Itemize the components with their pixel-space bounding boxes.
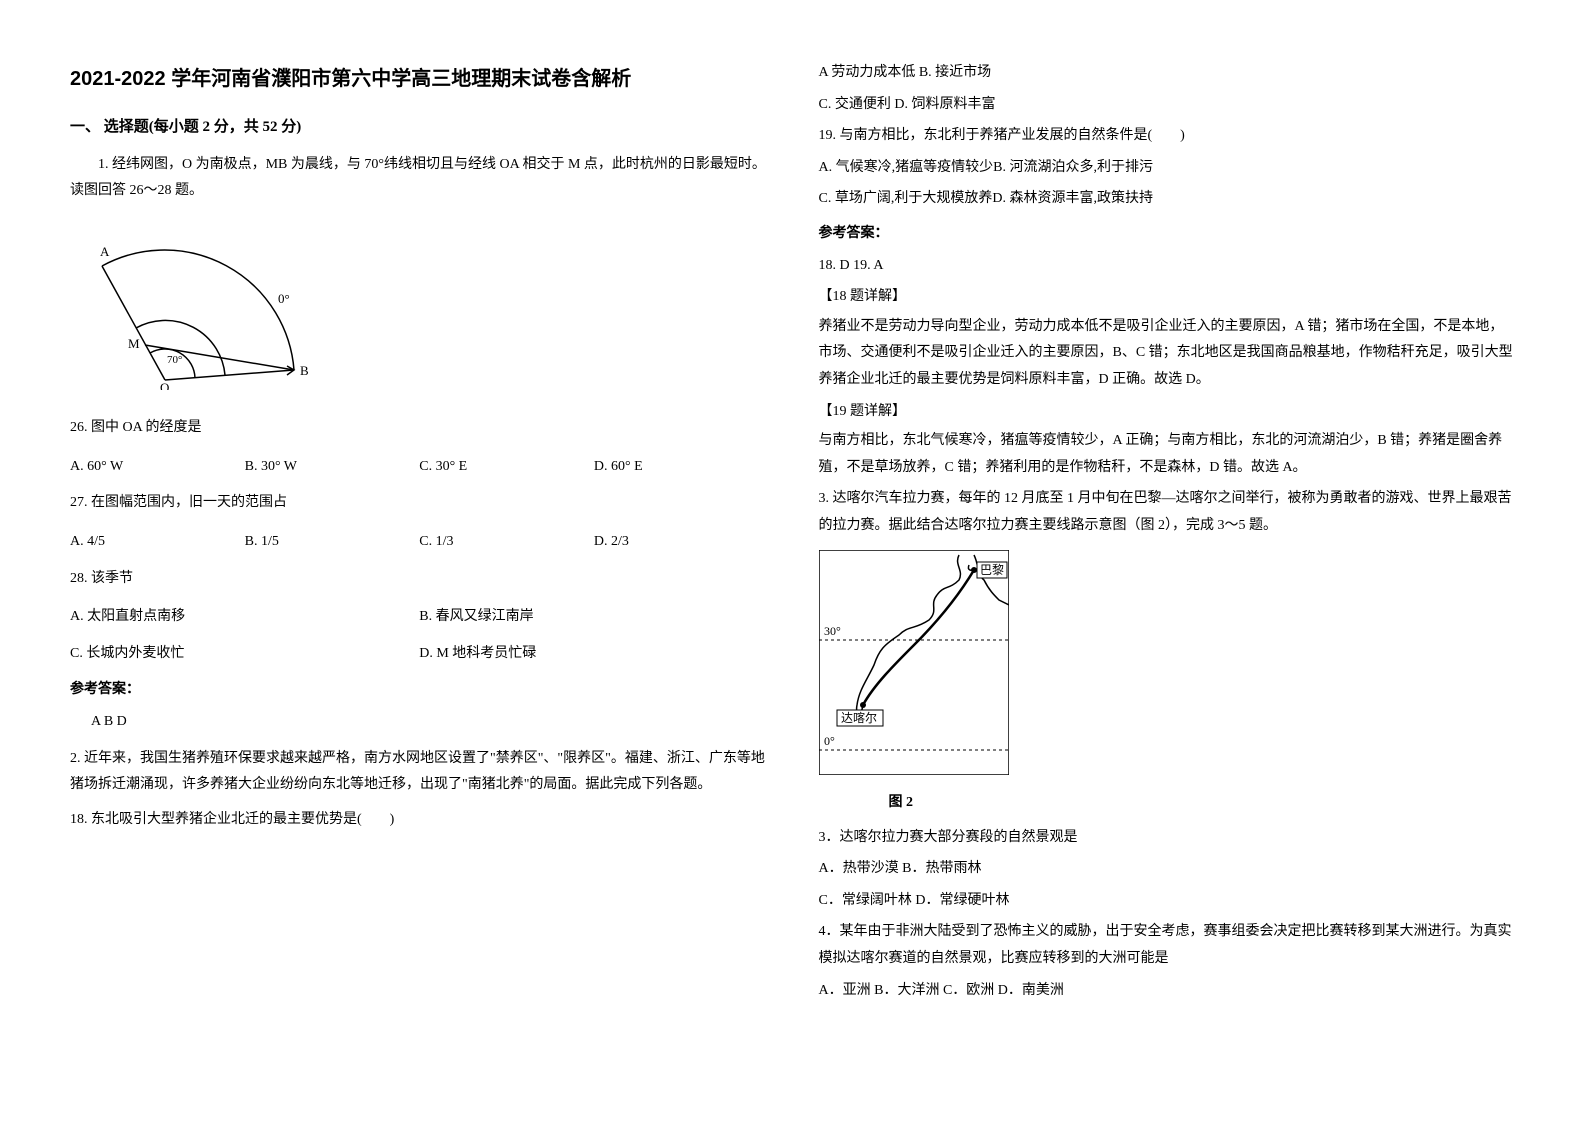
q3-intro: 3. 达喀尔汽车拉力赛，每年的 12 月底至 1 月中旬在巴黎—达喀尔之间举行，… [819, 486, 1518, 539]
q1-answer: A B D [91, 709, 769, 736]
explain19-header: 【19 题详解】 [819, 399, 1518, 426]
exam-title: 2021-2022 学年河南省濮阳市第六中学高三地理期末试卷含解析 [70, 60, 769, 98]
q26-opt-c: C. 30° E [419, 454, 594, 481]
q27-text: 27. 在图幅范围内，旧一天的范围占 [70, 490, 769, 517]
q2-answer-line: 18. D 19. A [819, 253, 1518, 280]
q28-options-row1: A. 太阳直射点南移 B. 春风又绿江南岸 [70, 604, 769, 631]
section-header: 一、 选择题(每小题 2 分，共 52 分) [70, 113, 769, 142]
label-deg0: 0° [278, 291, 290, 306]
dakar-label: 达喀尔 [841, 710, 877, 725]
q2-intro: 2. 近年来，我国生猪养殖环保要求越来越严格，南方水网地区设置了"禁养区"、"限… [70, 746, 769, 799]
q2-answer-header: 参考答案： [819, 221, 1518, 248]
label-B: B [300, 363, 309, 378]
q26-text: 26. 图中 OA 的经度是 [70, 415, 769, 442]
q26-opt-a: A. 60° W [70, 454, 245, 481]
sector-diagram: A 0° B M 70° O [90, 220, 769, 401]
q26-options: A. 60° W B. 30° W C. 30° E D. 60° E [70, 454, 769, 481]
q28-text: 28. 该季节 [70, 566, 769, 593]
q1-answer-header: 参考答案： [70, 677, 769, 704]
label-O: O [160, 380, 169, 390]
right-column: A 劳动力成本低 B. 接近市场 C. 交通便利 D. 饲料原料丰富 19. 与… [819, 60, 1518, 1009]
q19-opt-ab: A. 气候寒冷,猪瘟等疫情较少B. 河流湖泊众多,利于排污 [819, 155, 1518, 182]
explain19-text: 与南方相比，东北气候寒冷，猪瘟等疫情较少，A 正确；与南方相比，东北的河流湖泊少… [819, 428, 1518, 481]
label-M: M [128, 336, 140, 351]
q1-intro: 1. 经纬网图，O 为南极点，MB 为晨线，与 70°纬线相切且与经线 OA 相… [70, 152, 769, 205]
q4-opts: A．亚洲 B．大洋洲 C．欧洲 D．南美洲 [819, 978, 1518, 1005]
q26-opt-b: B. 30° W [245, 454, 420, 481]
q19-text: 19. 与南方相比，东北利于养猪产业发展的自然条件是( ) [819, 123, 1518, 150]
q27-opt-a: A. 4/5 [70, 529, 245, 556]
q26-opt-d: D. 60° E [594, 454, 769, 481]
lat30-label: 30° [824, 624, 841, 638]
q18-opts-line2: C. 交通便利 D. 饲料原料丰富 [819, 92, 1518, 119]
label-A: A [100, 244, 110, 259]
q28-opt-b: B. 春风又绿江南岸 [419, 604, 768, 631]
explain18-text: 养猪业不是劳动力导向型企业，劳动力成本低不是吸引企业迁入的主要原因，A 错；猪市… [819, 314, 1518, 394]
paris-label: 巴黎 [980, 563, 1004, 577]
dakar-map: 30° 0° 巴黎 达喀尔 [819, 550, 1518, 786]
q19-opt-cd: C. 草场广阔,利于大规模放养D. 森林资源丰富,政策扶持 [819, 186, 1518, 213]
q18-opts-line1: A 劳动力成本低 B. 接近市场 [819, 60, 1518, 87]
q18-text: 18. 东北吸引大型养猪企业北迁的最主要优势是( ) [70, 807, 769, 834]
q28-opt-a: A. 太阳直射点南移 [70, 604, 419, 631]
q27-options: A. 4/5 B. 1/5 C. 1/3 D. 2/3 [70, 529, 769, 556]
q28-options-row2: C. 长城内外麦收忙 D. M 地科考员忙碌 [70, 641, 769, 668]
left-column: 2021-2022 学年河南省濮阳市第六中学高三地理期末试卷含解析 一、 选择题… [70, 60, 769, 1009]
q28-opt-d: D. M 地科考员忙碌 [419, 641, 768, 668]
q3-opts-line1: A．热带沙漠 B．热带雨林 [819, 856, 1518, 883]
q4-text: 4．某年由于非洲大陆受到了恐怖主义的威胁，出于安全考虑，赛事组委会决定把比赛转移… [819, 919, 1518, 972]
map-caption: 图 2 [889, 790, 1518, 817]
q27-opt-b: B. 1/5 [245, 529, 420, 556]
explain18-header: 【18 题详解】 [819, 284, 1518, 311]
label-deg70: 70° [167, 354, 182, 366]
q28-opt-c: C. 长城内外麦收忙 [70, 641, 419, 668]
q3-opts-line2: C．常绿阔叶林 D．常绿硬叶林 [819, 888, 1518, 915]
q27-opt-c: C. 1/3 [419, 529, 594, 556]
q3-text: 3．达喀尔拉力赛大部分赛段的自然景观是 [819, 825, 1518, 852]
lat0-label: 0° [824, 734, 835, 748]
q27-opt-d: D. 2/3 [594, 529, 769, 556]
